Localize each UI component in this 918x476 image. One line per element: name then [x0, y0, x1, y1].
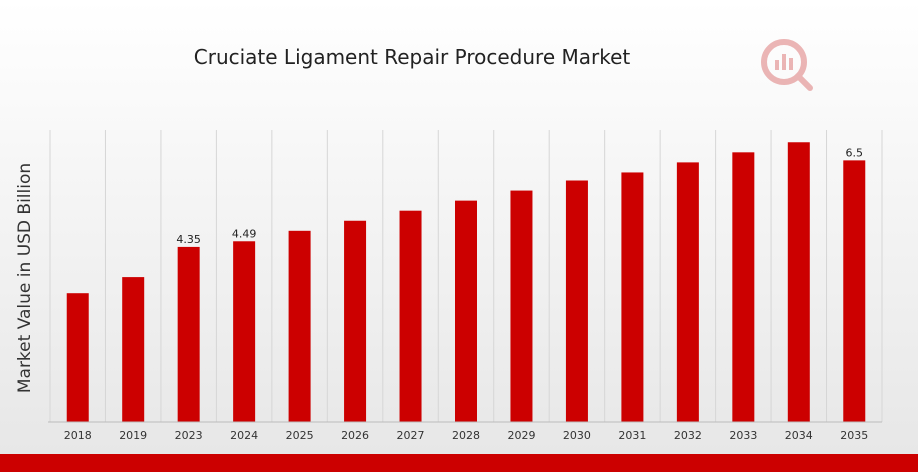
- grid-lines: [49, 130, 883, 422]
- bar-2031: [621, 172, 644, 422]
- x-tick-label: 2023: [175, 429, 203, 442]
- data-labels: 4.35 4.49 6.5: [176, 146, 863, 246]
- x-tick-label: 2027: [397, 429, 425, 442]
- bar-2034: [787, 142, 810, 422]
- x-tick-label: 2028: [452, 429, 480, 442]
- bar-2026: [344, 220, 367, 422]
- market-research-logo-icon: [761, 39, 813, 91]
- chart-title: Cruciate Ligament Repair Procedure Marke…: [194, 45, 631, 69]
- bar-2024: [233, 241, 256, 422]
- bar-2025: [288, 230, 311, 422]
- x-tick-label: 2033: [729, 429, 757, 442]
- x-tick-label: 2026: [341, 429, 369, 442]
- x-tick-label: 2029: [507, 429, 535, 442]
- data-label: 4.35: [176, 233, 201, 246]
- x-tick-label: 2018: [64, 429, 92, 442]
- bar-2018: [66, 293, 89, 422]
- bar-2028: [455, 200, 477, 422]
- x-tick-label: 2031: [618, 429, 646, 442]
- x-tick-label: 2019: [119, 429, 147, 442]
- bar-2035: [843, 160, 866, 422]
- data-label: 4.49: [232, 227, 257, 240]
- x-tick-labels: 2018 2019 2023 2024 2025 2026 2027 2028 2029 2030…: [64, 429, 869, 442]
- x-tick-label: 2030: [563, 429, 591, 442]
- bar-2023: [177, 246, 200, 422]
- bar-2030: [565, 180, 588, 422]
- bar-2019: [122, 277, 145, 422]
- bars: [66, 142, 866, 422]
- x-tick-label: 2025: [286, 429, 314, 442]
- footer-bar: [0, 454, 918, 472]
- y-axis-label: Market Value in USD Billion: [15, 163, 35, 393]
- bar-2033: [732, 152, 755, 422]
- x-tick-label: 2024: [230, 429, 258, 442]
- bar-2027: [399, 210, 422, 422]
- bar-2032: [676, 162, 699, 422]
- x-tick-label: 2032: [674, 429, 702, 442]
- data-label: 6.5: [846, 146, 864, 159]
- bar-2029: [510, 190, 533, 422]
- x-tick-label: 2034: [785, 429, 813, 442]
- x-tick-label: 2035: [840, 429, 868, 442]
